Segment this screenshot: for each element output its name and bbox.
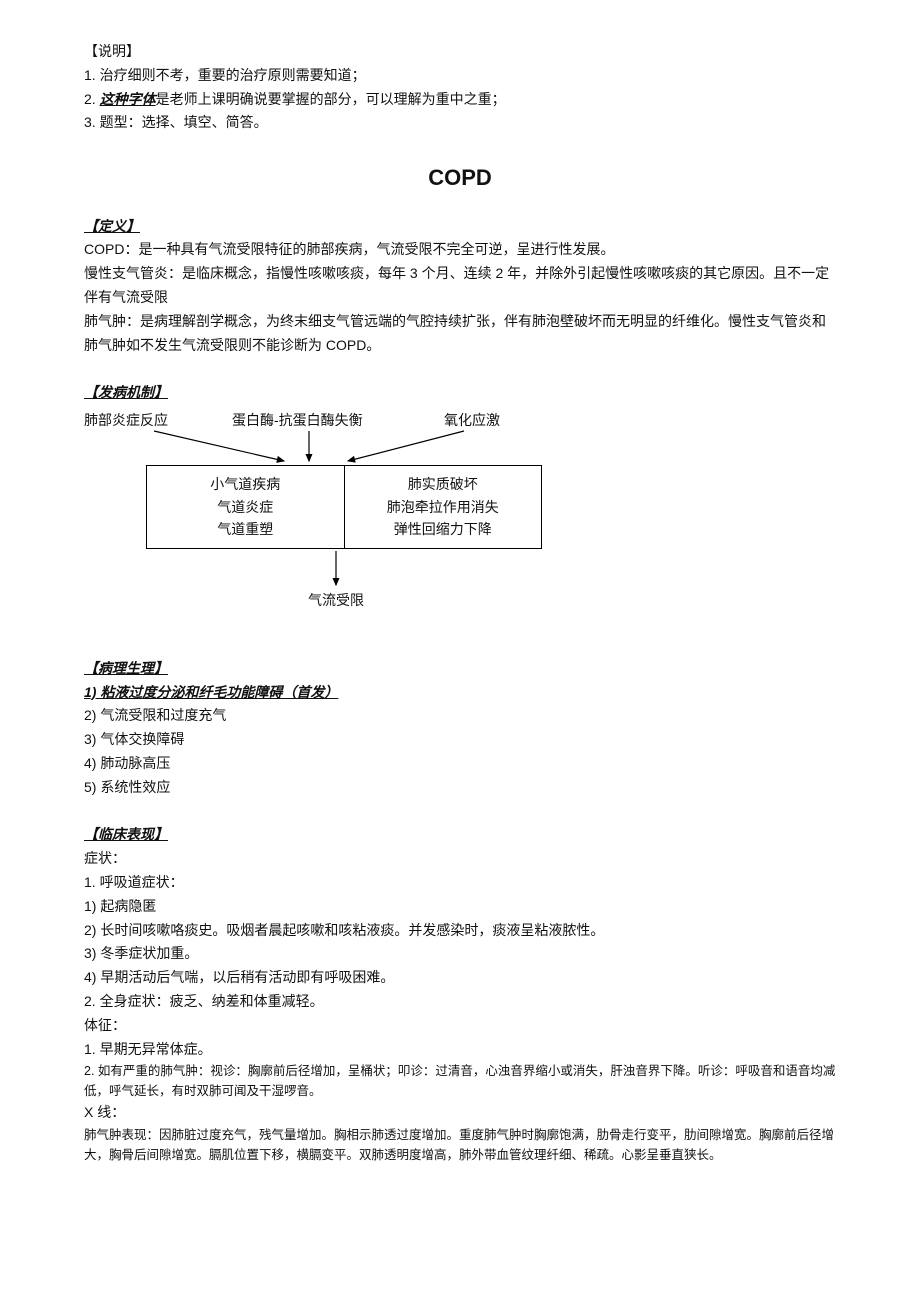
- symptom-1-4: 4) 早期活动后气喘，以后稍有活动即有呼吸困难。: [84, 966, 836, 990]
- patho-item-4: 4) 肺动脉高压: [84, 752, 836, 776]
- patho-item-1: 1) 粘液过度分泌和纤毛功能障碍（首发）: [84, 681, 836, 705]
- diagram-bottom: 气流受限: [308, 589, 364, 613]
- note-2: 2. 这种字体是老师上课明确说要掌握的部分，可以理解为重中之重；: [84, 88, 836, 112]
- diagram-left-3: 气道重塑: [217, 518, 273, 540]
- diagram-left-col: 小气道疾病 气道炎症 气道重塑: [147, 466, 344, 548]
- pathophysiology-heading: 【病理生理】: [84, 657, 836, 681]
- diagram-left-2: 气道炎症: [217, 496, 273, 518]
- sign-2: 2. 如有严重的肺气肿：视诊：胸廓前后径增加，呈桶状；叩诊：过清音，心浊音界缩小…: [84, 1061, 836, 1101]
- patho-item-2: 2) 气流受限和过度充气: [84, 704, 836, 728]
- definition-heading: 【定义】: [84, 215, 836, 239]
- signs-label: 体征：: [84, 1014, 836, 1038]
- diagram-right-col: 肺实质破坏 肺泡牵拉作用消失 弹性回缩力下降: [345, 466, 542, 548]
- symptom-1: 1. 呼吸道症状：: [84, 871, 836, 895]
- note-2-pre: 2.: [84, 91, 100, 107]
- definition-p2: 慢性支气管炎：是临床概念，指慢性咳嗽咳痰，每年 3 个月、连续 2 年，并除外引…: [84, 262, 836, 310]
- symptom-1-1: 1) 起病隐匿: [84, 895, 836, 919]
- definition-p3: 肺气肿：是病理解剖学概念，为终末细支气管远端的气腔持续扩张，伴有肺泡壁破坏而无明…: [84, 310, 836, 358]
- symptom-1-3: 3) 冬季症状加重。: [84, 942, 836, 966]
- clinical-heading: 【临床表现】: [84, 823, 836, 847]
- clinical-section: 【临床表现】 症状： 1. 呼吸道症状： 1) 起病隐匿 2) 长时间咳嗽咯痰史…: [84, 823, 836, 1165]
- note-1: 1. 治疗细则不考，重要的治疗原则需要知道；: [84, 64, 836, 88]
- notes-title: 【说明】: [84, 40, 836, 64]
- note-3: 3. 题型：选择、填空、简答。: [84, 111, 836, 135]
- definition-p1: COPD：是一种具有气流受限特征的肺部疾病，气流受限不完全可逆，呈进行性发展。: [84, 238, 836, 262]
- mechanism-heading: 【发病机制】: [84, 381, 836, 405]
- symptom-2: 2. 全身症状：疲乏、纳差和体重减轻。: [84, 990, 836, 1014]
- page-title: COPD: [84, 159, 836, 196]
- diagram-left-1: 小气道疾病: [210, 473, 280, 495]
- note-2-em: 这种字体: [100, 91, 156, 107]
- diagram-right-1: 肺实质破坏: [408, 473, 478, 495]
- notes-section: 【说明】 1. 治疗细则不考，重要的治疗原则需要知道； 2. 这种字体是老师上课…: [84, 40, 836, 135]
- diagram-box: 小气道疾病 气道炎症 气道重塑 肺实质破坏 肺泡牵拉作用消失 弹性回缩力下降: [146, 465, 542, 549]
- mechanism-section: 【发病机制】 肺部炎症反应 蛋白酶-抗蛋白酶失衡 氧化应激 小气道疾病 气道炎症: [84, 381, 836, 629]
- mechanism-diagram: 肺部炎症反应 蛋白酶-抗蛋白酶失衡 氧化应激 小气道疾病 气道炎症 气道重塑: [84, 409, 604, 629]
- definition-section: 【定义】 COPD：是一种具有气流受限特征的肺部疾病，气流受限不完全可逆，呈进行…: [84, 215, 836, 358]
- pathophysiology-section: 【病理生理】 1) 粘液过度分泌和纤毛功能障碍（首发） 2) 气流受限和过度充气…: [84, 657, 836, 800]
- xray-label: X 线：: [84, 1101, 836, 1125]
- sign-1: 1. 早期无异常体症。: [84, 1038, 836, 1062]
- diagram-right-2: 肺泡牵拉作用消失: [387, 496, 499, 518]
- patho-item-3: 3) 气体交换障碍: [84, 728, 836, 752]
- patho-item-5: 5) 系统性效应: [84, 776, 836, 800]
- symptoms-label: 症状：: [84, 847, 836, 871]
- xray-1: 肺气肿表现：因肺脏过度充气，残气量增加。胸相示肺透过度增加。重度肺气肿时胸廓饱满…: [84, 1125, 836, 1165]
- note-2-post: 是老师上课明确说要掌握的部分，可以理解为重中之重；: [156, 91, 506, 107]
- diagram-right-3: 弹性回缩力下降: [394, 518, 492, 540]
- symptom-1-2: 2) 长时间咳嗽咯痰史。吸烟者晨起咳嗽和咳粘液痰。并发感染时，痰液呈粘液脓性。: [84, 919, 836, 943]
